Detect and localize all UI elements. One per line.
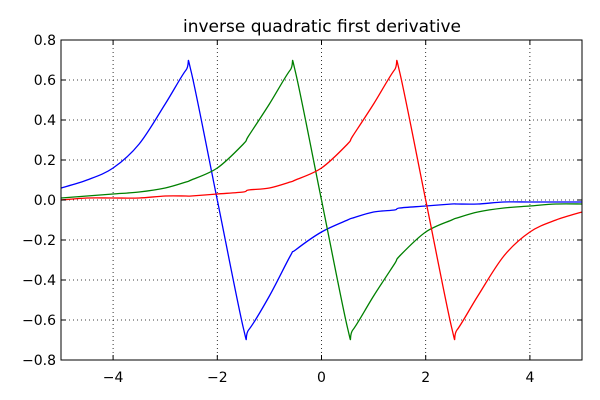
y-tick-label: 0.4 bbox=[34, 113, 56, 129]
y-tick-label: −0.6 bbox=[22, 313, 56, 329]
x-axis: −4 −2 0 2 4 bbox=[103, 40, 534, 386]
x-tick-label: −2 bbox=[207, 370, 228, 386]
y-tick-label: −0.4 bbox=[22, 273, 56, 289]
y-tick-label: 0.2 bbox=[34, 153, 56, 169]
y-tick-label: 0.6 bbox=[34, 73, 56, 89]
y-tick-label: 0.8 bbox=[34, 33, 56, 49]
y-tick-label: −0.8 bbox=[22, 353, 56, 369]
y-tick-label: −0.2 bbox=[22, 233, 56, 249]
x-tick-label: 2 bbox=[421, 370, 430, 386]
x-tick-label: −4 bbox=[103, 370, 124, 386]
series-line-1 bbox=[60, 59, 582, 341]
y-tick-label: 0.0 bbox=[34, 193, 56, 209]
series-group bbox=[60, 59, 583, 341]
series-line-3 bbox=[60, 59, 583, 341]
x-tick-label: 0 bbox=[317, 370, 326, 386]
y-axis: 0.8 0.6 0.4 0.2 0.0 −0.2 −0.4 −0.6 −0.8 bbox=[22, 33, 582, 369]
series-line-2 bbox=[60, 59, 583, 341]
x-tick-label: 4 bbox=[525, 370, 534, 386]
chart-title: inverse quadratic first derivative bbox=[183, 17, 461, 37]
